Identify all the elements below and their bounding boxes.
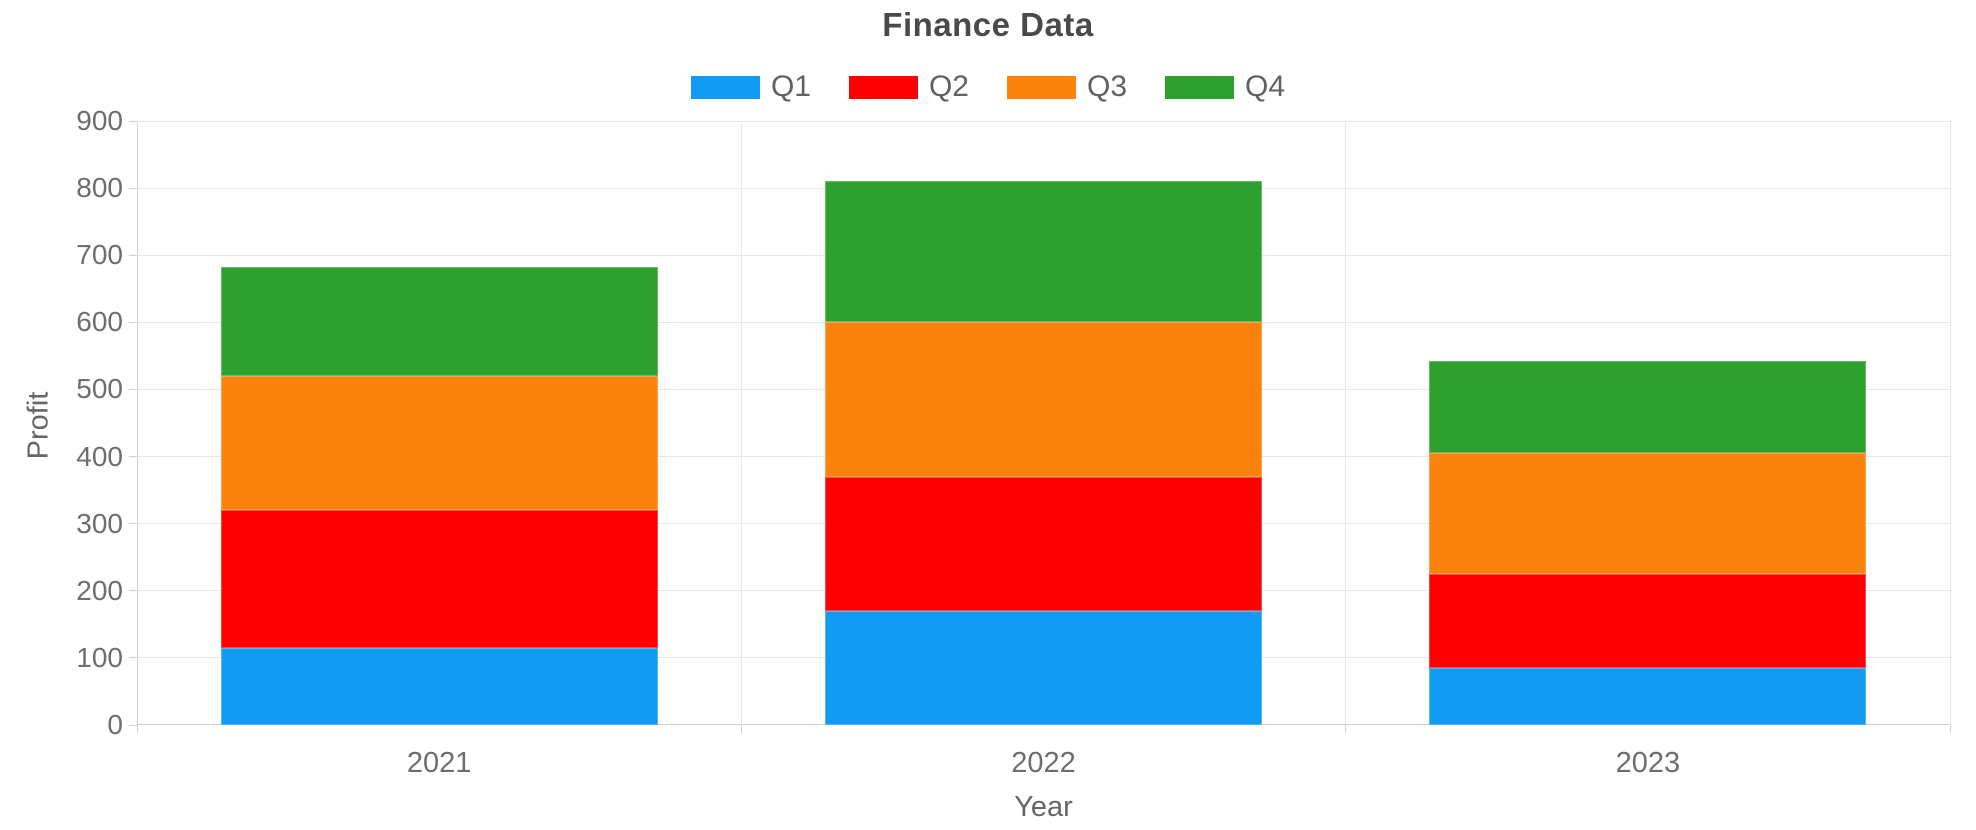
x-tick-mark [1345,725,1347,733]
legend-label: Q2 [928,70,969,103]
y-tick-label-200: 200 [76,574,123,606]
bar-segment-2023-q4 [1429,360,1867,454]
y-tick-label-0: 0 [107,709,123,740]
y-tick-label-300: 300 [76,507,123,539]
bar-segment-2023-q3 [1429,453,1867,574]
y-tick-label-700: 700 [76,239,123,271]
plot-area [129,120,1951,733]
bar-segment-2021-q1 [220,647,658,725]
y-tick-mark [129,321,137,323]
y-tick-mark [129,254,137,256]
legend-label: Q4 [1245,70,1286,103]
bar-segment-2023-q1 [1429,667,1867,725]
y-tick-mark [129,120,137,122]
x-tick-label-2021: 2021 [406,747,472,779]
y-tick-mark [129,590,137,592]
bar-segment-2021-q2 [220,509,658,648]
bar-segment-2021-q3 [220,376,658,510]
bar-segment-2021-q4 [220,266,658,377]
y-tick-mark [129,523,137,525]
chart-legend: Q1 Q2 Q3 Q4 [0,68,1976,106]
y-tick-mark [129,724,137,726]
y-tick-label-600: 600 [76,306,123,338]
legend-item-q1[interactable]: Q1 [690,70,811,103]
y-tick-mark [129,388,137,390]
bar-segment-2023-q2 [1429,574,1867,668]
bar-segment-2022-q1 [825,610,1262,725]
y-tick-mark [129,456,137,458]
x-tick-mark [1949,725,1951,733]
x-tick-mark [136,725,138,733]
legend-label: Q3 [1087,70,1128,103]
bar-segment-2022-q2 [825,476,1262,611]
x-tick-mark [740,725,742,733]
bar-segment-2022-q4 [825,181,1262,323]
y-tick-label-800: 800 [76,172,123,204]
y-axis-title: Profit [22,391,55,460]
bar-segment-2022-q3 [825,322,1262,477]
legend-swatch-q2 [848,75,918,99]
legend-item-q4[interactable]: Q4 [1165,72,1285,102]
legend-swatch-q3 [1007,75,1076,99]
bar-2023 [1429,121,1867,725]
legend-swatch-q1 [690,75,760,99]
y-tick-mark [129,657,137,659]
y-tick-label-500: 500 [76,373,123,405]
x-tick-label-2022: 2022 [1011,747,1076,779]
legend-label: Q1 [770,70,811,103]
legend-swatch-q4 [1165,75,1235,99]
y-tick-mark [129,187,137,189]
legend-item-q3[interactable]: Q3 [1007,72,1127,102]
y-tick-label-400: 400 [76,440,123,472]
chart-title: Finance Data [882,6,1094,43]
bar-2021 [220,121,658,725]
x-tick-label-2023: 2023 [1615,747,1681,779]
x-axis-title: Year [1014,791,1073,823]
y-tick-label-100: 100 [76,641,123,673]
bar-2022 [825,121,1262,725]
y-axis-line [137,121,138,733]
gridline-y-900 [137,120,1950,122]
legend-item-q2[interactable]: Q2 [848,70,969,103]
gridline-x-boundary [1949,121,1951,725]
gridline-x-boundary [740,121,742,725]
gridline-x-boundary [1345,121,1347,725]
y-tick-label-900: 900 [76,105,123,136]
